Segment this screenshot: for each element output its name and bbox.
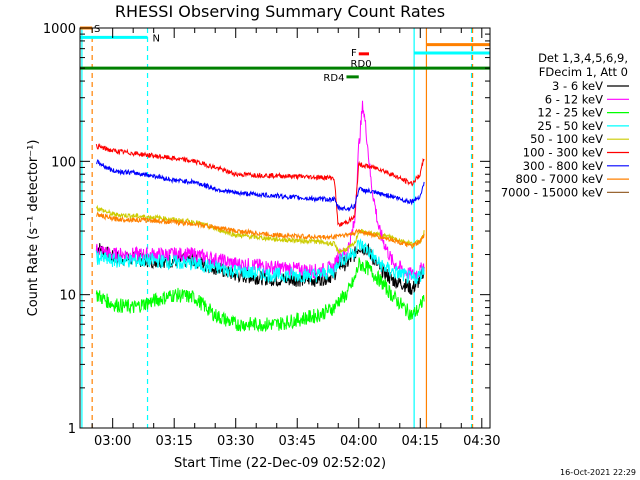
x-tick-label-6: 04:30 [463,434,500,449]
legend: Det 1,3,4,5,6,9,FDecim 1, Att 03 - 6 keV… [501,51,629,199]
legend-label-2: 12 - 25 keV [537,106,603,120]
y-tick-label-3: 1000 [43,22,76,37]
chart-title: RHESSI Observing Summary Count Rates [115,2,445,21]
series-layer [95,100,425,333]
state-bar-label-4: RD4 [323,73,344,84]
legend-label-5: 100 - 300 keV [523,146,603,160]
legend-label-0: 3 - 6 keV [552,79,603,93]
y-tick-label-0: 1 [68,422,76,437]
legend-label-1: 6 - 12 keV [545,92,603,106]
legend-label-7: 800 - 7000 keV [515,172,603,186]
state-bar-label-1: N [153,33,160,44]
footer-timestamp: 16-Oct-2021 22:29 [560,468,636,477]
state-bar-label-0: S [94,24,100,35]
legend-header-0: Det 1,3,4,5,6,9, [538,51,628,65]
x-tick-label-4: 04:00 [340,434,377,449]
y-axis-title: Count Rate (s⁻¹ detector⁻¹) [26,140,41,317]
series-line-3 [95,238,425,285]
x-tick-label-3: 03:45 [279,434,316,449]
y-tick-label-1: 10 [59,289,76,304]
series-line-2 [95,257,425,333]
legend-label-8: 7000 - 15000 keV [501,185,603,199]
y-tick-label-2: 100 [51,155,76,170]
axes-layer: 1 10 100 1000 03:00 03:15 03:30 03:45 04:00 04:15… [43,22,501,449]
markers-layer [81,28,474,428]
x-tick-label-5: 04:15 [402,434,439,449]
x-tick-label-0: 03:00 [94,434,131,449]
series-line-7 [95,211,425,250]
legend-label-3: 25 - 50 keV [537,119,603,133]
x-tick-label-1: 03:15 [155,434,192,449]
plot-frame [79,27,491,429]
legend-label-6: 300 - 800 keV [523,159,603,173]
legend-label-4: 50 - 100 keV [530,132,603,146]
series-line-5 [95,143,425,227]
series-line-6 [95,159,425,212]
legend-header-1: FDecim 1, Att 0 [539,65,628,79]
state-bar-label-3: RD0 [351,59,372,70]
x-axis-title: Start Time (22-Dec-09 02:52:02) [174,456,386,471]
state-bar-label-2: F [351,48,357,59]
x-tick-label-2: 03:30 [217,434,254,449]
